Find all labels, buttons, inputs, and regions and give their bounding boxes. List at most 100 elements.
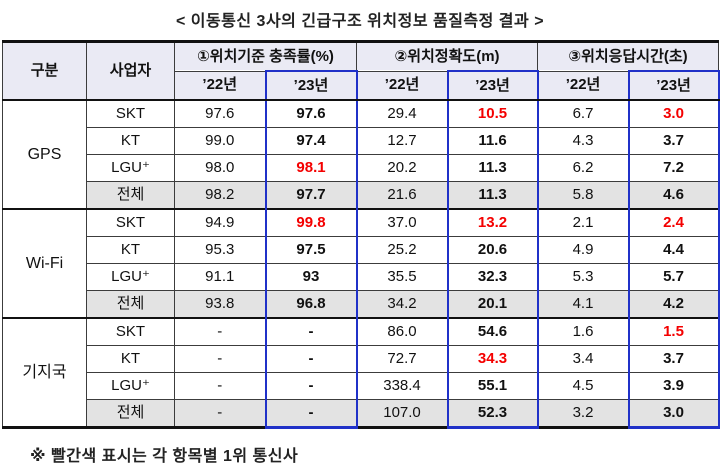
value-cell: 25.2 [356,236,449,264]
value-cell: 3.7 [627,345,720,373]
table-row: 기지국 SKT - -86.0 54.6 1.6 1.5 [2,317,720,428]
header-year-22: ’22년 [174,70,266,101]
value-cell: 93.8 [174,290,266,319]
value-cell: 20.1 [446,290,539,319]
value-cell: 3.4 [537,345,630,373]
value-cell: 7.2 [627,154,720,182]
value-cell: 97.6 [264,99,358,128]
value-cell: 97.6 [174,99,266,128]
value-cell: 2.1 [537,208,630,237]
value-cell: 2.4 [627,208,720,237]
value-cell: - [174,317,266,346]
value-cell: 6.7 [537,99,630,128]
value-cell: 32.3 [446,263,539,291]
table-row: LGU⁺ 91.1 93 35.5 32.3 5.3 5.7 [3,263,720,291]
header-metric-location-accuracy: ②위치정확도(m) [356,41,539,72]
table-row: LGU⁺ 98.0 98.1 20.2 11.3 6.2 7.2 [3,154,720,182]
value-cell: 35.5 [356,263,449,291]
header-year-23: ’23년 [627,70,720,101]
value-cell: 91.1 [174,263,266,291]
value-cell: 98.1 [264,154,358,182]
carrier-label: KT [86,345,175,373]
value-cell: 34.3 [446,345,539,373]
value-cell: 98.0 [174,154,266,182]
value-cell: 54.6 [446,317,539,346]
value-cell: 95.3 [174,236,266,264]
carrier-label: LGU⁺ [86,263,175,291]
value-cell: 97.4 [264,127,358,155]
value-cell: 4.9 [537,236,630,264]
value-cell: 12.7 [356,127,449,155]
value-cell: 21.6 [356,181,449,210]
value-cell: 99.0 [174,127,266,155]
table-body: GPS SKT 97.6 97.6 29.4 10.5 6.7 3.0 KT 99.0 97.4 12… [2,99,720,429]
carrier-label: SKT [86,99,175,128]
value-cell: 5.3 [537,263,630,291]
value-cell: 5.8 [537,181,630,210]
value-cell: 98.2 [174,181,266,210]
value-cell: 3.9 [627,372,720,400]
value-cell: 4.1 [537,290,630,319]
value-cell: 29.4 [356,99,449,128]
header-year-22: ’22년 [356,70,449,101]
value-cell: 97.5 [264,236,358,264]
table-row: Wi-Fi SKT 94.9 99.8 37.0 13.2 2.1 2.4 [2,208,720,319]
value-cell: 13.2 [446,208,539,237]
table-row: 전체 93.8 96.8 34.2 20.1 4.1 4.2 [3,290,720,319]
page-title: < 이동통신 3사의 긴급구조 위치정보 품질측정 결과 > [175,13,545,30]
footnote: ※ 빨간색 표시는 각 항목별 1위 통신사 [30,448,299,465]
value-cell: 3.0 [627,399,720,429]
carrier-label: KT [86,236,175,264]
header-carrier: 사업자 [86,41,175,101]
header-metric-response-time: ③위치응답시간(초) [537,41,720,72]
header-year-23: ’23년 [446,70,539,101]
value-cell: 93 [264,263,358,291]
value-cell: 4.5 [537,372,630,400]
value-cell: 86.0 [356,317,449,346]
carrier-label: KT [86,127,175,155]
value-cell: 20.6 [446,236,539,264]
header-row-groups: 구분 사업자 ①위치기준 충족률(%) ②위치정확도(m) ③위치응답시간(초) [2,41,720,101]
header-metric-location-criteria: ①위치기준 충족률(%) [173,41,358,72]
value-cell: 94.9 [174,208,266,237]
value-cell: 55.1 [446,372,539,400]
value-cell: 107.0 [356,399,449,428]
value-cell: 5.7 [627,263,720,291]
value-cell: 11.3 [446,181,539,210]
table-row: KT 99.0 97.4 12.7 11.6 4.3 3.7 [3,127,720,155]
value-cell: - [264,372,358,400]
value-cell: 4.2 [627,290,720,319]
value-cell: 3.2 [537,399,630,428]
value-cell: 1.6 [537,317,630,346]
table-header: 구분 사업자 ①위치기준 충족률(%) ②위치정확도(m) ③위치응답시간(초)… [2,41,720,101]
value-cell: 72.7 [356,345,449,373]
carrier-label: SKT [86,317,175,346]
value-cell: - [264,345,358,373]
value-cell: - [174,345,266,373]
value-cell: 6.2 [537,154,630,182]
value-cell: 10.5 [446,99,539,128]
table-row: GPS SKT 97.6 97.6 29.4 10.5 6.7 3.0 [2,99,720,210]
group-label-기지국: 기지국 [2,317,87,428]
header-year-23: ’23년 [264,70,358,101]
group-label-wi-fi: Wi-Fi [2,208,87,319]
value-cell: 97.7 [264,181,358,210]
value-cell: 11.3 [446,154,539,182]
table-row: KT 95.3 97.5 25.2 20.6 4.9 4.4 [3,236,720,264]
value-cell: - [264,399,358,429]
value-cell: 11.6 [446,127,539,155]
carrier-label: 전체 [86,181,175,210]
value-cell: 34.2 [356,290,449,319]
value-cell: 99.8 [264,208,358,237]
table-row: LGU⁺ - -338.4 55.1 4.5 3.9 [3,372,720,400]
value-cell: 4.3 [537,127,630,155]
value-cell: - [174,372,266,400]
group-label-gps: GPS [2,99,87,210]
quality-measurement-table: 구분 사업자 ①위치기준 충족률(%) ②위치정확도(m) ③위치응답시간(초)… [2,40,720,429]
carrier-label: 전체 [86,290,175,319]
value-cell: 1.5 [627,317,720,346]
value-cell: 3.0 [627,99,720,128]
value-cell: 4.4 [627,236,720,264]
value-cell: 52.3 [446,399,539,429]
